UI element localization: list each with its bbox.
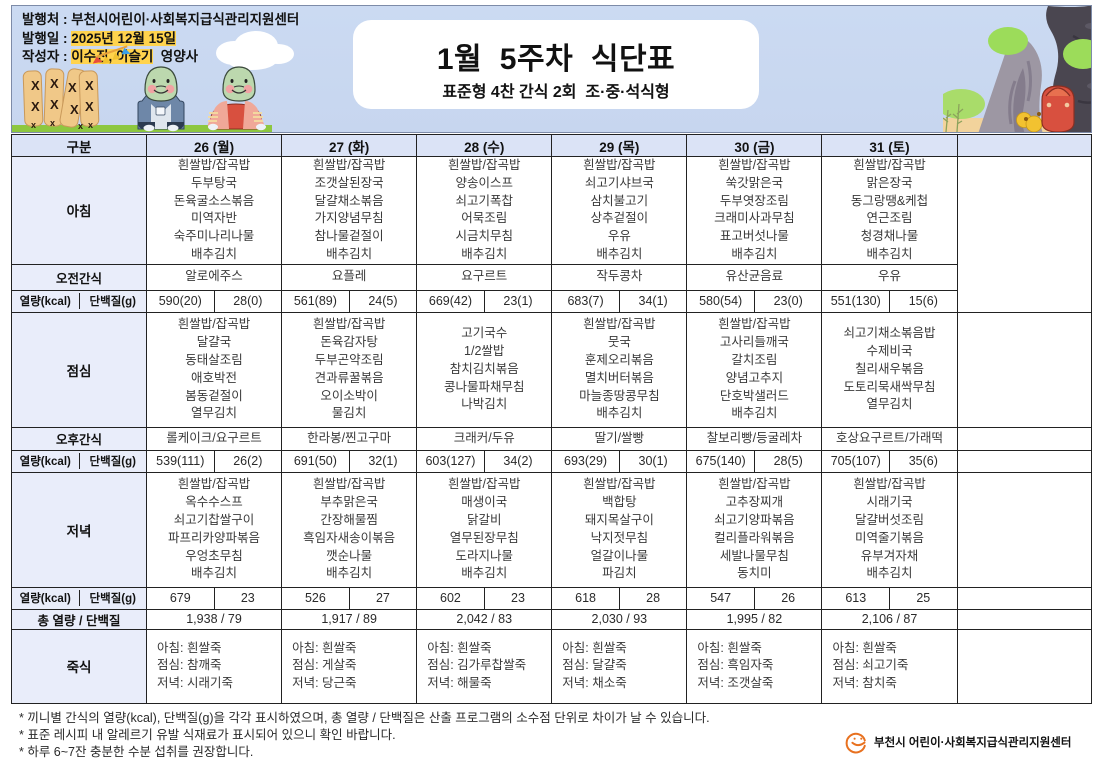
svg-text:X: X [85, 78, 94, 93]
svg-text:X: X [85, 99, 94, 114]
svg-text:x: x [78, 121, 83, 131]
svg-text:X: X [31, 99, 40, 114]
svg-text:X: X [31, 78, 40, 93]
svg-text:x: x [88, 120, 93, 130]
svg-text:X: X [50, 76, 59, 91]
svg-text:X: X [68, 80, 77, 95]
svg-text:X: X [70, 102, 79, 117]
svg-text:X: X [50, 97, 59, 112]
svg-text:x: x [50, 118, 55, 128]
svg-text:x: x [31, 120, 36, 130]
